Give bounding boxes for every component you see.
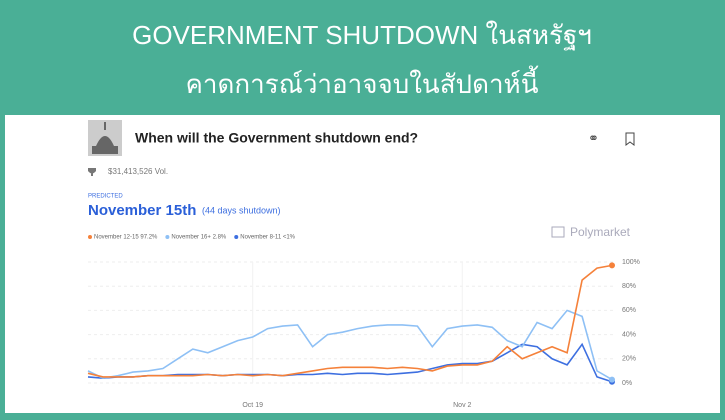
y-tick-label: 40% <box>622 331 636 338</box>
legend-label: November 8-11 <1% <box>240 235 295 241</box>
y-tick-label: 60% <box>622 307 636 314</box>
panel <box>5 115 720 413</box>
plot: 0% 20% 40% 60% 80% 100% Oct 19 Nov 2 <box>87 259 640 409</box>
bookmark-icon[interactable] <box>625 132 635 146</box>
series-line <box>87 309 613 381</box>
end-point <box>609 376 615 383</box>
header-line2: คาดการณ์ว่าอาจจบในสัปดาห์นี้ <box>186 65 539 99</box>
legend-label: November 16+ 2.8% <box>171 235 227 241</box>
legend-dot <box>234 235 239 239</box>
legend: November 12-15 97.2% November 16+ 2.8% Nov… <box>88 235 296 241</box>
brand-icon <box>551 226 565 238</box>
y-tick-label: 0% <box>622 380 632 387</box>
x-tick-label: Nov 2 <box>453 402 471 409</box>
legend-dot <box>88 235 92 239</box>
trophy-icon <box>88 168 96 176</box>
series-line <box>87 264 613 378</box>
legend-label: November 12-15 97.2% <box>94 235 158 241</box>
volume: $31,413,526 Vol. <box>108 167 168 176</box>
predicted: November 15th <box>88 202 196 219</box>
legend-dot <box>165 235 170 239</box>
x-tick-label: Oct 19 <box>242 402 263 409</box>
capitol-icon <box>88 120 122 156</box>
link-icon[interactable]: ⚭ <box>588 130 599 145</box>
predicted-label: PREDICTED <box>88 194 123 200</box>
y-tick-label: 100% <box>622 259 640 266</box>
series-line <box>87 342 613 383</box>
y-tick-label: 80% <box>622 283 636 290</box>
y-tick-label: 20% <box>622 356 636 363</box>
end-point <box>609 262 615 269</box>
brand: Polymarket <box>570 225 631 239</box>
question: When will the Government shutdown end? <box>135 130 418 146</box>
header-line1: GOVERNMENT SHUTDOWN ในสหรัฐฯ <box>132 20 592 51</box>
predicted-note: (44 days shutdown) <box>202 205 281 215</box>
